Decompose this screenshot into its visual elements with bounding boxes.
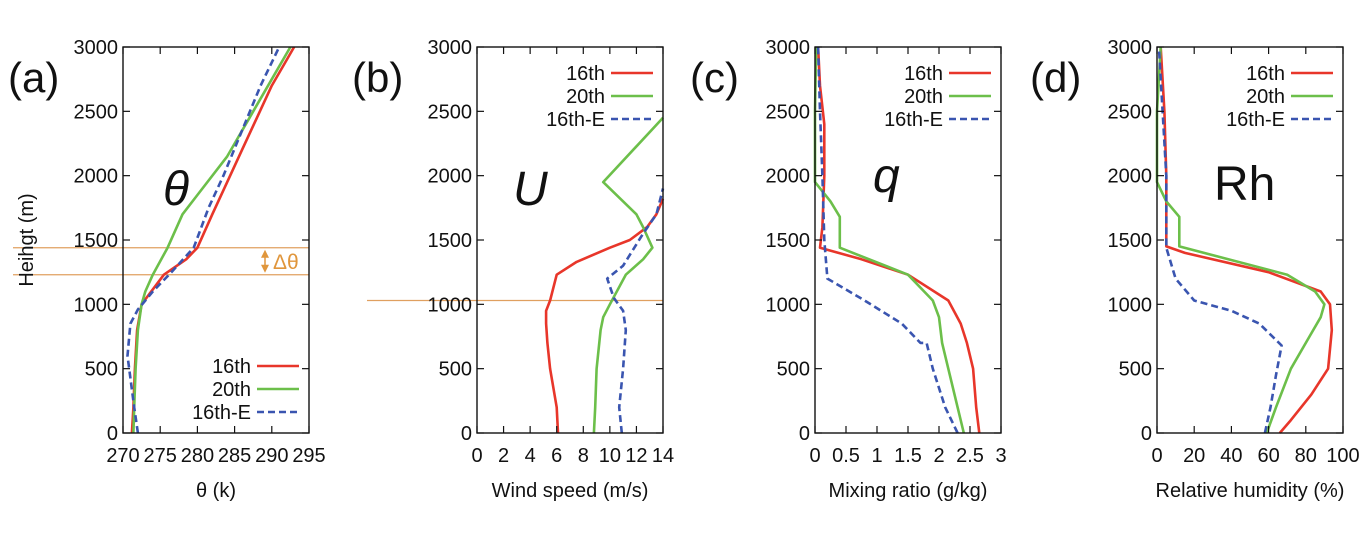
y-tick-label: 1000 xyxy=(428,294,473,316)
y-tick-label: 500 xyxy=(1119,359,1152,381)
x-tick-label: 60 xyxy=(1257,445,1279,467)
legend-label: 20th xyxy=(904,86,943,108)
x-tick-label: 8 xyxy=(578,445,589,467)
panel-symbol: U xyxy=(513,163,548,216)
y-tick-label: 1500 xyxy=(766,230,811,252)
annotation-label: Δθ xyxy=(273,251,299,274)
x-axis-label: Wind speed (m/s) xyxy=(492,480,649,502)
legend-label: 16th xyxy=(212,356,251,378)
x-tick-label: 275 xyxy=(144,445,177,467)
y-tick-label: 2000 xyxy=(1108,166,1153,188)
y-tick-label: 1500 xyxy=(74,230,119,252)
panel-label: (c) xyxy=(690,54,739,101)
y-tick-label: 3000 xyxy=(766,37,811,59)
panel-symbol: θ xyxy=(163,163,189,216)
y-tick-label: 2500 xyxy=(1108,101,1153,123)
x-axis-label: Relative humidity (%) xyxy=(1156,480,1345,502)
y-tick-label: 500 xyxy=(439,359,472,381)
arrow-head-down xyxy=(261,264,269,273)
x-tick-label: 2.5 xyxy=(956,445,984,467)
y-tick-label: 500 xyxy=(777,359,810,381)
x-tick-label: 290 xyxy=(255,445,288,467)
y-tick-label: 1500 xyxy=(428,230,473,252)
panel-label: (d) xyxy=(1030,54,1081,101)
x-tick-label: 1 xyxy=(871,445,882,467)
legend-label: 20th xyxy=(212,379,251,401)
x-tick-label: 2 xyxy=(933,445,944,467)
x-tick-label: 0 xyxy=(1151,445,1162,467)
y-tick-label: 3000 xyxy=(428,37,473,59)
y-tick-label: 3000 xyxy=(74,37,119,59)
series-line-16th-e xyxy=(126,46,281,434)
x-tick-label: 270 xyxy=(106,445,139,467)
y-tick-label: 3000 xyxy=(1108,37,1153,59)
panel-label: (a) xyxy=(8,54,59,101)
legend-label: 16th-E xyxy=(192,402,251,424)
x-tick-label: 10 xyxy=(599,445,621,467)
series-line-20th xyxy=(1155,46,1326,434)
legend-label: 16th-E xyxy=(884,109,943,131)
y-tick-label: 1000 xyxy=(766,294,811,316)
x-tick-label: 295 xyxy=(292,445,325,467)
x-tick-label: 1.5 xyxy=(894,445,922,467)
x-tick-label: 80 xyxy=(1295,445,1317,467)
panel-label: (b) xyxy=(352,54,403,101)
y-tick-label: 2000 xyxy=(766,166,811,188)
legend-label: 16th-E xyxy=(1226,109,1285,131)
arrow-head-up xyxy=(261,249,269,258)
y-tick-label: 1500 xyxy=(1108,230,1153,252)
series-line-16th-e xyxy=(605,188,665,434)
series-line-20th xyxy=(592,116,664,434)
panel-symbol: q xyxy=(873,150,900,203)
y-tick-label: 2000 xyxy=(74,166,119,188)
x-axis-label: Mixing ratio (g/kg) xyxy=(829,480,988,502)
y-axis-label: Heihgt (m) xyxy=(16,193,38,286)
y-tick-label: 1000 xyxy=(74,294,119,316)
x-axis-label: θ (k) xyxy=(196,480,236,502)
x-tick-label: 20 xyxy=(1183,445,1205,467)
x-tick-label: 12 xyxy=(625,445,647,467)
x-tick-label: 280 xyxy=(181,445,214,467)
x-tick-label: 100 xyxy=(1326,445,1359,467)
y-tick-label: 0 xyxy=(799,423,810,445)
x-tick-label: 285 xyxy=(218,445,251,467)
y-tick-label: 0 xyxy=(107,423,118,445)
x-tick-label: 40 xyxy=(1220,445,1242,467)
x-tick-label: 3 xyxy=(995,445,1006,467)
x-tick-label: 0 xyxy=(471,445,482,467)
legend-label: 20th xyxy=(566,86,605,108)
panel-symbol: Rh xyxy=(1214,158,1275,211)
legend-label: 16th xyxy=(904,63,943,85)
panel-c: 0 500 1000 1500 2000 2500 3000 0 0.5 1 1.5 2 2.5 3 Mix… xyxy=(690,37,1007,502)
y-tick-label: 2500 xyxy=(74,101,119,123)
x-tick-label: 0.5 xyxy=(832,445,860,467)
series-line-16th xyxy=(816,46,981,434)
legend-label: 16th xyxy=(1246,63,1285,85)
panel-d: 0 500 1000 1500 2000 2500 3000 0 20 40 60 80 100 Rela… xyxy=(1030,37,1360,502)
x-tick-label: 2 xyxy=(498,445,509,467)
legend-label: 16th-E xyxy=(546,109,605,131)
x-tick-label: 4 xyxy=(525,445,536,467)
series-line-16th-e xyxy=(1157,46,1283,434)
y-tick-label: 500 xyxy=(85,359,118,381)
y-tick-label: 2000 xyxy=(428,166,473,188)
x-tick-label: 0 xyxy=(809,445,820,467)
y-tick-label: 2500 xyxy=(766,101,811,123)
y-tick-label: 0 xyxy=(461,423,472,445)
y-tick-label: 1000 xyxy=(1108,294,1153,316)
y-tick-label: 0 xyxy=(1141,423,1152,445)
x-tick-label: 6 xyxy=(551,445,562,467)
x-tick-label: 14 xyxy=(652,445,674,467)
legend-label: 20th xyxy=(1246,86,1285,108)
y-tick-label: 2500 xyxy=(428,101,473,123)
legend-label: 16th xyxy=(566,63,605,85)
